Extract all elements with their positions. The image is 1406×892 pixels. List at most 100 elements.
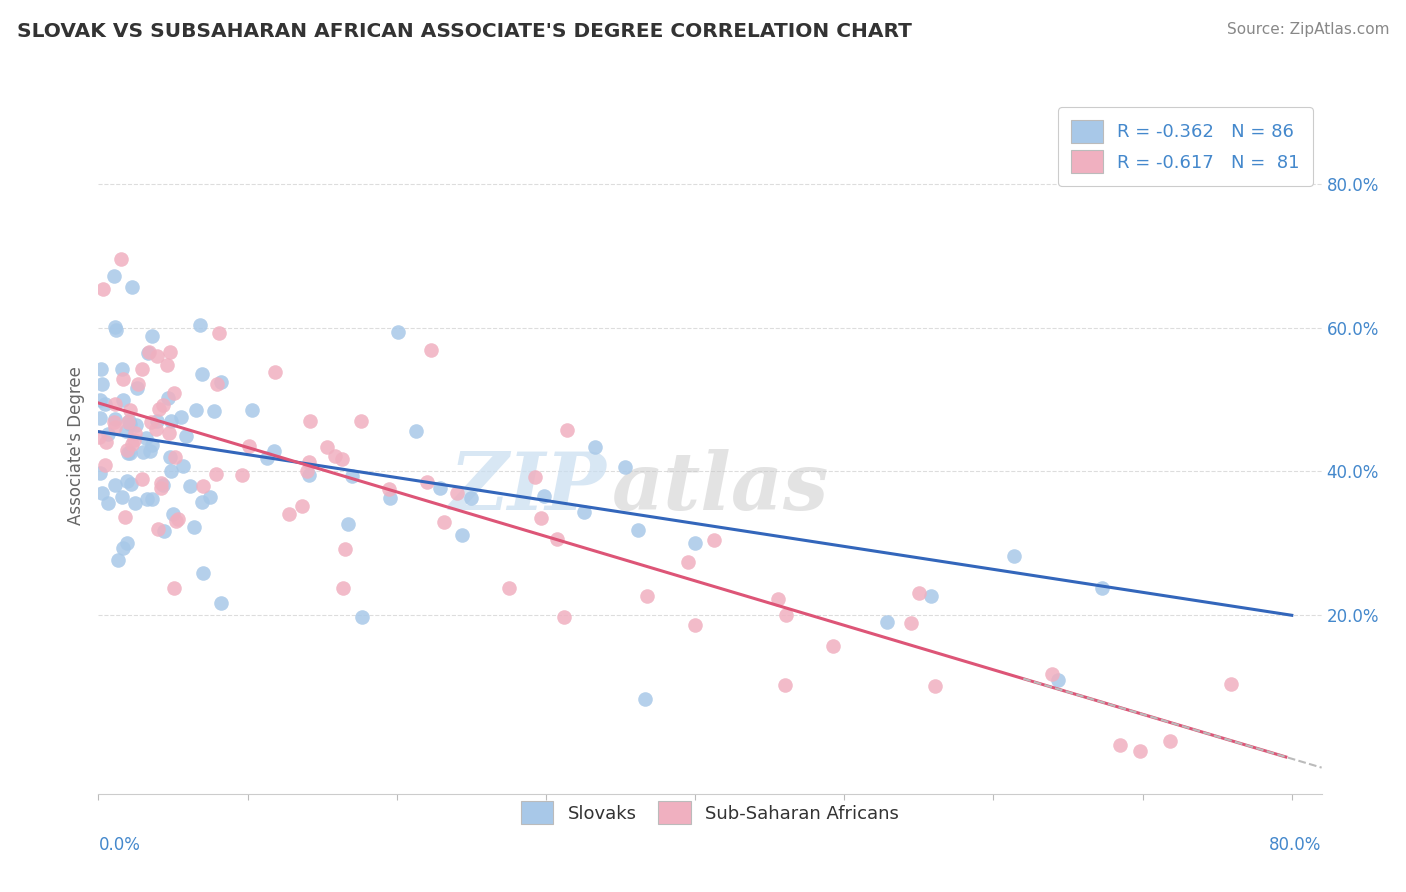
Point (315, 440, 337, 454)
Point (337, 516, 360, 531)
Point (120, 476, 142, 491)
Point (264, 365, 287, 379)
Point (773, 678, 796, 692)
Point (1002, 549, 1025, 563)
Point (823, 639, 845, 653)
Point (146, 414, 169, 428)
Point (94, 434, 117, 449)
Point (202, 404, 225, 418)
Point (141, 329, 163, 343)
Point (183, 520, 205, 534)
Point (350, 610, 373, 624)
Point (256, 451, 278, 466)
Point (433, 515, 456, 529)
Point (240, 403, 263, 417)
Point (172, 458, 194, 473)
Point (139, 415, 162, 429)
Point (460, 491, 482, 506)
Point (775, 608, 797, 623)
Point (191, 495, 214, 509)
Point (146, 349, 169, 363)
Point (117, 446, 139, 460)
Point (703, 533, 725, 548)
Point (112, 541, 135, 555)
Point (163, 450, 186, 464)
Point (125, 381, 148, 395)
Point (155, 358, 177, 372)
Point (132, 445, 155, 459)
Point (557, 423, 579, 437)
Point (332, 581, 354, 595)
Point (104, 420, 127, 434)
Point (89, 430, 111, 444)
Point (93, 397, 115, 411)
Point (107, 553, 129, 567)
Point (323, 449, 346, 463)
Point (124, 434, 146, 448)
Point (111, 361, 134, 376)
Point (104, 397, 127, 411)
Point (93, 458, 115, 472)
Point (176, 429, 198, 443)
Point (683, 618, 706, 632)
Point (574, 505, 596, 519)
Point (111, 490, 134, 504)
Point (263, 443, 285, 458)
Point (277, 507, 299, 521)
Point (103, 415, 125, 429)
Point (148, 402, 170, 417)
Point (446, 486, 468, 500)
Point (136, 346, 159, 360)
Point (205, 376, 228, 391)
Point (676, 555, 699, 569)
Point (141, 438, 163, 452)
Point (118, 414, 141, 428)
Point (238, 439, 260, 453)
Point (131, 472, 153, 486)
Point (291, 499, 314, 513)
Point (1109, 738, 1132, 752)
Point (636, 589, 658, 603)
Point (152, 398, 174, 412)
Point (900, 616, 922, 631)
Point (583, 440, 606, 454)
Point (298, 414, 321, 428)
Point (193, 566, 215, 581)
Point (530, 511, 553, 525)
Point (907, 586, 929, 600)
Point (634, 692, 657, 706)
Point (127, 377, 149, 392)
Point (115, 424, 138, 438)
Point (89, 362, 111, 376)
Point (209, 597, 232, 611)
Point (124, 417, 146, 432)
Point (115, 442, 138, 457)
Point (157, 426, 180, 441)
Point (97, 426, 120, 441)
Point (163, 582, 186, 596)
Point (104, 412, 127, 426)
Point (117, 415, 139, 429)
Point (1219, 677, 1241, 691)
Point (159, 414, 181, 428)
Y-axis label: Associate's Degree: Associate's Degree (66, 367, 84, 525)
Point (149, 475, 172, 490)
Text: ZIP: ZIP (449, 449, 606, 526)
Point (330, 451, 353, 466)
Point (89, 466, 111, 480)
Point (450, 528, 472, 542)
Point (340, 469, 363, 483)
Point (1129, 744, 1152, 758)
Point (138, 344, 160, 359)
Point (114, 509, 136, 524)
Point (160, 464, 183, 478)
Point (876, 615, 898, 629)
Text: 0.0%: 0.0% (98, 836, 141, 854)
Point (162, 507, 184, 521)
Text: SLOVAK VS SUBSAHARAN AFRICAN ASSOCIATE'S DEGREE CORRELATION CHART: SLOVAK VS SUBSAHARAN AFRICAN ASSOCIATE'S… (17, 22, 911, 41)
Point (149, 481, 172, 495)
Point (179, 479, 201, 493)
Point (188, 318, 211, 332)
Point (523, 470, 546, 484)
Point (117, 536, 139, 550)
